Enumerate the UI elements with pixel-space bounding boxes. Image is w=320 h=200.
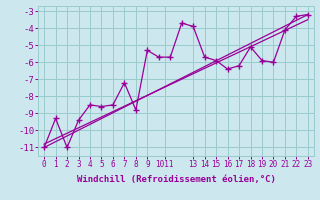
X-axis label: Windchill (Refroidissement éolien,°C): Windchill (Refroidissement éolien,°C) (76, 175, 276, 184)
